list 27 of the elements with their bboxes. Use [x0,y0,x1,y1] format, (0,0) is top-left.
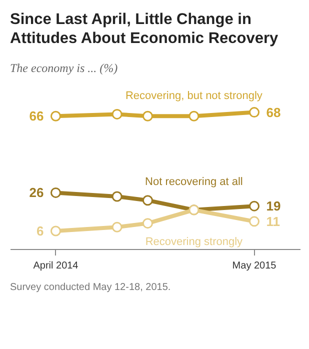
point [50,111,61,122]
point [112,222,122,233]
data-label: 68 [266,105,281,120]
point [50,188,61,198]
data-label: 19 [266,198,281,214]
data-label: 66 [29,108,44,124]
point [112,109,122,120]
chart-title: Since Last April, Little Change in Attitudes About Economic Recovery [10,11,280,48]
x-tick-label: April 2014 [33,260,79,272]
point [112,192,122,202]
point [142,111,153,122]
point [249,201,260,212]
data-label: 11 [266,214,280,230]
point [50,226,61,237]
chart-subtitle: The economy is ... (%) [10,60,118,78]
point [249,216,260,227]
point [142,195,153,206]
data-label: 26 [29,186,44,201]
series-label: Not recovering at all [145,176,243,188]
series-label: Recovering, but not strongly [125,90,263,102]
data-label: 6 [36,224,44,239]
point [249,107,260,118]
point [188,111,200,122]
x-tick-label: May 2015 [232,260,277,272]
series-label: Recovering strongly [145,236,244,248]
point [142,218,153,229]
text: Survey conducted May 12-18, 2015. [10,281,171,296]
